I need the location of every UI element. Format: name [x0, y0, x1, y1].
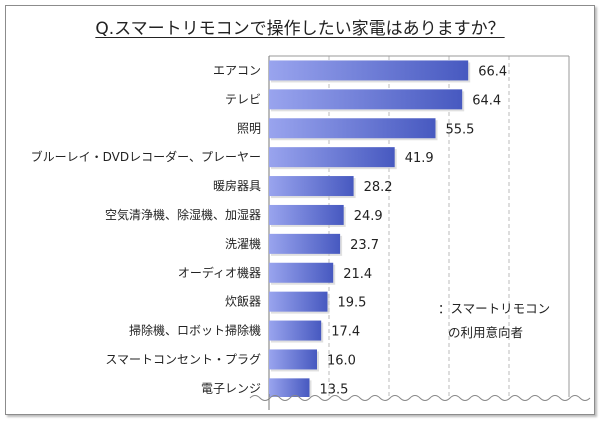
data-label: 16.0 — [327, 353, 356, 368]
bar — [269, 147, 395, 168]
data-label: 17.4 — [331, 325, 360, 340]
data-label: 23.7 — [350, 238, 379, 253]
data-label: 55.5 — [446, 122, 475, 137]
chart-frame — [5, 5, 595, 415]
bar — [269, 349, 317, 370]
category-label: 暖房器具 — [213, 178, 261, 193]
bar — [269, 291, 328, 312]
bar — [269, 60, 469, 81]
category-label: 掃除機、ロボット掃除機 — [129, 323, 261, 338]
category-label: 炊飯器 — [225, 294, 261, 309]
bar — [269, 262, 334, 283]
bar — [269, 378, 310, 399]
legend-line-2: の利用意向者 — [448, 325, 524, 340]
legend: ：スマートリモコン の利用意向者 — [438, 297, 550, 345]
bar — [269, 89, 463, 110]
category-label: 洗濯機 — [225, 236, 261, 251]
data-label: 24.9 — [354, 209, 383, 224]
category-label: 電子レンジ — [201, 381, 261, 395]
data-label: 41.9 — [405, 151, 434, 166]
category-label: エアコン — [213, 63, 261, 77]
bar — [269, 204, 344, 225]
data-label: 64.4 — [472, 93, 501, 108]
category-label: オーディオ機器 — [178, 265, 261, 280]
data-label: 13.5 — [320, 382, 349, 397]
bar — [269, 233, 341, 254]
bar — [269, 176, 354, 197]
category-label: スマートコンセント・プラグ — [105, 352, 261, 366]
chart-title: Q.スマートリモコンで操作したい家電はありますか？ — [0, 14, 600, 39]
bar — [269, 118, 436, 139]
category-label: ブルーレイ・DVDレコーダー、プレーヤー — [31, 149, 261, 164]
category-label: 照明 — [237, 121, 261, 135]
chart-title-text: Q.スマートリモコンで操作したい家電はありますか？ — [95, 19, 505, 39]
category-label: テレビ — [225, 92, 261, 106]
data-label: 19.5 — [338, 296, 367, 311]
data-label: 21.4 — [343, 267, 372, 282]
data-label: 66.4 — [478, 64, 507, 79]
axis-break-wave — [249, 395, 591, 401]
data-label: 28.2 — [364, 180, 393, 195]
bar — [269, 320, 322, 341]
category-label: 空気清浄機、除湿機、加湿器 — [105, 207, 261, 222]
legend-line-1: ：スマートリモコン — [438, 301, 551, 316]
